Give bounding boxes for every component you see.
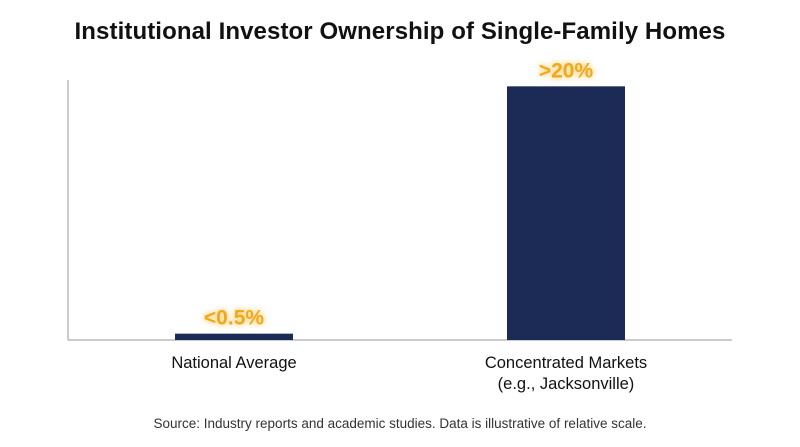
x-tick-label-1-0: Concentrated Markets [485, 354, 647, 372]
source-note: Source: Industry reports and academic st… [153, 416, 647, 431]
data-label-0: <0.5% [204, 307, 264, 330]
x-tick-label-1-1: (e.g., Jacksonville) [498, 375, 635, 393]
bar-0 [175, 333, 293, 340]
x-tick-label-0-0: National Average [171, 354, 296, 372]
bar-1 [507, 86, 625, 340]
chart-title: Institutional Investor Ownership of Sing… [74, 18, 726, 45]
bar-marks: <0.5% National Average >20% Concentrated Ma… [171, 59, 647, 393]
data-label-1: >20% [539, 59, 594, 82]
